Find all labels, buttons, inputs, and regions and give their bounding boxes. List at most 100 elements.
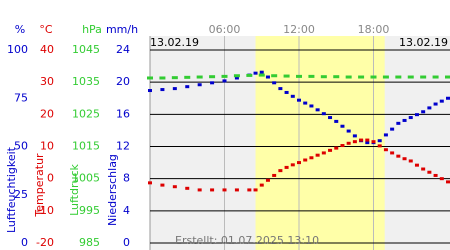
y-tick-label: 985 <box>79 236 100 249</box>
data-point <box>408 159 413 163</box>
axis-unit: hPa <box>82 23 102 36</box>
y-tick-label: 1035 <box>72 75 100 88</box>
data-point <box>147 76 153 80</box>
y-tick-label: 16 <box>116 107 130 120</box>
data-point <box>340 144 345 148</box>
data-point <box>197 188 202 192</box>
y-tick-label: 1015 <box>72 140 100 153</box>
data-point <box>308 74 315 78</box>
data-point <box>396 154 401 158</box>
date-right: 13.02.19 <box>399 36 448 49</box>
data-point <box>309 156 314 160</box>
y-tick-label: 100 <box>7 43 28 56</box>
axis-title: Luftfeuchtigkeit <box>5 146 18 233</box>
data-point <box>420 75 427 79</box>
data-point <box>340 124 345 128</box>
data-point <box>234 76 239 80</box>
data-point <box>309 104 314 108</box>
y-tick-label: 50 <box>14 140 28 153</box>
data-point <box>427 106 432 110</box>
axis-title: Temperatur <box>33 153 46 218</box>
data-point <box>210 81 215 85</box>
y-tick-label: 0 <box>21 236 28 249</box>
data-point <box>246 73 253 77</box>
y-tick-label: 30 <box>40 75 54 88</box>
y-tick-label: 1005 <box>72 172 100 185</box>
data-point <box>382 75 389 79</box>
data-point <box>148 89 152 93</box>
axis-unit: °C <box>39 23 53 36</box>
data-point <box>272 173 277 177</box>
data-point <box>328 116 333 120</box>
y-tick-label: 12 <box>116 140 130 153</box>
data-point <box>247 188 252 192</box>
y-tick-label: 25 <box>14 188 28 201</box>
data-point <box>345 75 352 79</box>
data-point <box>371 140 376 144</box>
data-point <box>253 71 258 75</box>
y-tick-label: 8 <box>123 172 130 185</box>
data-point <box>271 74 278 78</box>
data-point <box>432 75 439 79</box>
data-point <box>290 94 295 98</box>
data-point <box>284 165 289 169</box>
data-point <box>303 158 308 162</box>
data-point <box>278 169 283 173</box>
data-point <box>253 188 258 192</box>
data-point <box>390 151 395 155</box>
data-point <box>377 144 382 148</box>
data-point <box>315 153 320 157</box>
y-tick-label: 75 <box>14 91 28 104</box>
data-point <box>172 185 177 189</box>
data-point <box>346 141 351 145</box>
y-tick-label: 0 <box>47 172 54 185</box>
data-point <box>396 121 401 125</box>
data-point <box>439 99 444 103</box>
data-point <box>233 74 240 78</box>
y-tick-label: 1025 <box>72 107 100 120</box>
data-point <box>421 110 426 114</box>
data-point <box>334 146 339 150</box>
data-point <box>209 75 216 79</box>
data-point <box>148 181 152 185</box>
data-point <box>222 79 227 83</box>
data-point <box>171 76 178 80</box>
data-point <box>433 102 438 106</box>
axis-title: Luftdruck <box>68 163 81 215</box>
data-point <box>346 129 351 133</box>
data-point <box>283 74 290 78</box>
data-point <box>234 188 239 192</box>
data-point <box>377 139 382 143</box>
data-point <box>259 183 264 187</box>
data-point <box>222 188 227 192</box>
created-note: Erstellt: 01.07.2025 13:10 <box>175 234 319 247</box>
y-tick-label: 10 <box>40 140 54 153</box>
y-tick-label: 20 <box>40 107 54 120</box>
data-point <box>359 138 364 142</box>
data-point <box>365 138 370 142</box>
data-point <box>196 75 203 79</box>
y-tick-label: 0 <box>123 236 130 249</box>
data-point <box>321 151 326 155</box>
data-point <box>159 76 166 80</box>
data-point <box>258 73 265 77</box>
y-tick-label: 1045 <box>72 43 100 56</box>
data-point <box>414 163 419 167</box>
data-point <box>334 119 339 123</box>
x-tick-label: 12:00 <box>283 23 315 36</box>
data-point <box>321 112 326 116</box>
data-point <box>407 75 414 79</box>
data-point <box>370 75 377 79</box>
data-point <box>265 75 270 79</box>
data-point <box>172 87 177 91</box>
data-point <box>365 141 370 145</box>
data-point <box>383 148 388 152</box>
data-point <box>265 178 270 182</box>
data-point <box>160 183 165 187</box>
data-point <box>303 101 308 105</box>
x-tick-label: 06:00 <box>209 23 241 36</box>
data-point <box>352 134 357 138</box>
data-point <box>290 163 295 167</box>
data-point <box>272 81 277 85</box>
x-tick-label: 18:00 <box>358 23 390 36</box>
